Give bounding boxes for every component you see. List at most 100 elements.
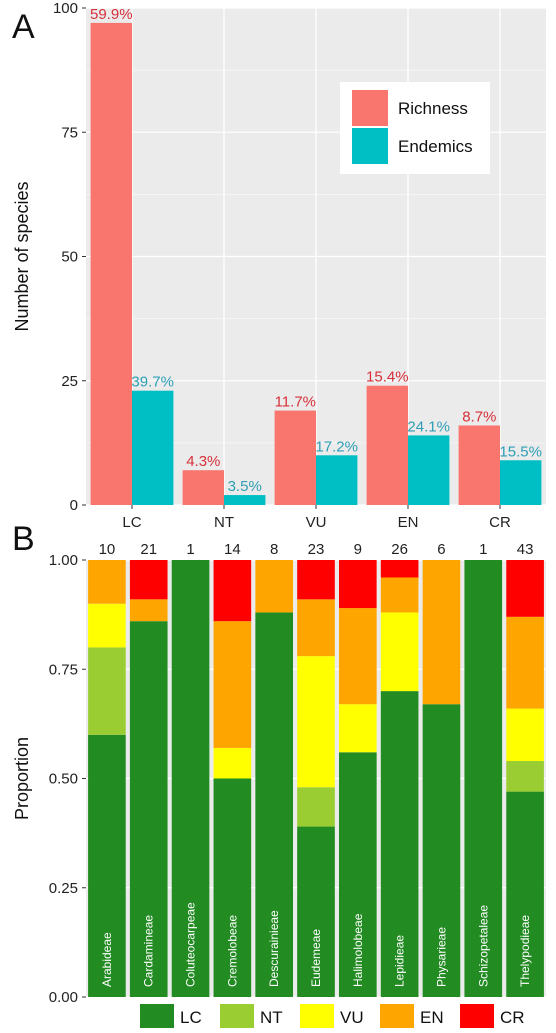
data-label-endemics-en: 24.1%	[407, 418, 450, 435]
tribe-label-cremolobeae: Cremolobeae	[225, 915, 239, 987]
bar-segment-nt-thelypodieae	[506, 761, 544, 792]
tribe-label-arabideae: Arabideae	[100, 932, 114, 987]
tribe-label-physarieae: Physarieae	[434, 927, 448, 987]
bar-segment-lc-physarieae	[422, 704, 461, 997]
y-tick-label-b: 0.50	[49, 771, 78, 788]
bar-richness-vu	[274, 410, 316, 505]
bar-segment-lc-cremolobeae	[213, 778, 252, 997]
panel-label-b: B	[12, 520, 35, 558]
count-label-lepidieae: 26	[391, 541, 408, 558]
bar-segment-nt-eudemeae	[297, 787, 335, 827]
count-label-thelypodieae: 43	[517, 541, 534, 558]
legend-label-nt: NT	[260, 1008, 283, 1027]
bar-segment-cr-lepidieae	[380, 560, 419, 578]
bar-endemics-cr	[500, 460, 542, 505]
bar-segment-lc-lepidieae	[380, 691, 419, 997]
bar-endemics-nt	[224, 495, 266, 505]
bar-segment-vu-arabideae	[88, 603, 126, 648]
tribe-label-halimolobeae: Halimolobeae	[351, 913, 365, 987]
bar-segment-en-cremolobeae	[213, 621, 252, 748]
bar-segment-vu-thelypodieae	[506, 708, 544, 762]
y-tick-label-b: 0.25	[49, 880, 78, 897]
legend-swatch-nt	[220, 1004, 254, 1028]
bar-richness-cr	[458, 425, 500, 505]
data-label-endemics-vu: 17.2%	[315, 438, 358, 455]
legend-label-richness: Richness	[398, 99, 468, 118]
bar-segment-cr-thelypodieae	[506, 560, 544, 617]
bar-segment-vu-lepidieae	[380, 612, 419, 692]
bar-segment-vu-eudemeae	[297, 656, 335, 788]
x-tick-label-a: LC	[122, 514, 141, 531]
bar-segment-en-halimolobeae	[339, 608, 377, 705]
y-tick-label-a: 25	[61, 373, 78, 390]
y-tick-label-b: 1.00	[49, 552, 78, 569]
bar-endemics-en	[408, 435, 450, 505]
x-tick-label-a: NT	[214, 514, 234, 531]
x-tick-label-a: CR	[489, 514, 511, 531]
y-tick-label-a: 100	[53, 0, 78, 17]
data-label-richness-nt: 4.3%	[186, 453, 220, 470]
y-tick-label-b: 0.75	[49, 661, 78, 678]
bar-endemics-lc	[132, 390, 174, 505]
legend-label-endemics: Endemics	[398, 137, 473, 156]
count-label-eudemeae: 23	[308, 541, 325, 558]
bar-segment-en-physarieae	[422, 560, 461, 705]
y-axis-title-a: Number of species	[12, 181, 32, 331]
count-label-cremolobeae: 14	[224, 541, 241, 558]
y-axis-title-b: Proportion	[12, 737, 32, 820]
count-label-descurainieae: 8	[270, 541, 278, 558]
bar-segment-cr-cardamineae	[129, 560, 168, 600]
bar-segment-vu-cremolobeae	[213, 747, 252, 779]
data-label-richness-lc: 59.9%	[90, 6, 133, 23]
y-tick-label-b: 0.00	[49, 989, 78, 1006]
data-label-richness-en: 15.4%	[366, 369, 409, 386]
tribe-label-descurainieae: Descurainieae	[267, 910, 281, 987]
x-tick-label-a: VU	[306, 514, 327, 531]
bar-richness-nt	[182, 470, 224, 505]
bar-segment-lc-halimolobeae	[339, 752, 377, 997]
bar-segment-en-arabideae	[88, 560, 126, 604]
bar-segment-en-cardamineae	[129, 599, 168, 622]
bar-segment-en-descurainieae	[255, 560, 293, 613]
bar-segment-lc-arabideae	[88, 734, 126, 997]
chart-panel-a: 0 25 50 75 100 59.9% 39.7% LC 4.3% 3.5% NT 11.7% 17.…	[12, 0, 546, 531]
bar-segment-en-eudemeae	[297, 599, 335, 657]
bar-richness-en	[366, 385, 408, 505]
tribe-label-cardamineae: Cardamineae	[142, 915, 156, 987]
legend-swatch-vu	[300, 1004, 334, 1028]
bar-segment-en-thelypodieae	[506, 616, 544, 709]
count-label-coluteocarpeae: 1	[186, 541, 194, 558]
legend-swatch-lc	[140, 1004, 174, 1028]
bar-segment-cr-eudemeae	[297, 560, 335, 600]
legend-swatch-en	[380, 1004, 414, 1028]
data-label-richness-cr: 8.7%	[462, 408, 496, 425]
panel-label-a: A	[12, 8, 35, 46]
count-label-cardamineae: 21	[140, 541, 157, 558]
bar-segment-cr-cremolobeae	[213, 560, 252, 622]
tribe-label-eudemeae: Eudemeae	[309, 929, 323, 987]
tribe-label-thelypodieae: Thelypodieae	[518, 915, 532, 987]
data-label-endemics-lc: 39.7%	[131, 374, 174, 391]
tribe-label-schizopetaleae: Schizopetaleae	[476, 905, 490, 987]
count-label-schizopetaleae: 1	[479, 541, 487, 558]
bar-segment-lc-descurainieae	[255, 612, 293, 997]
bar-segment-lc-thelypodieae	[506, 791, 544, 997]
bar-segment-vu-halimolobeae	[339, 704, 377, 753]
tribe-label-coluteocarpeae: Coluteocarpeae	[184, 902, 198, 987]
legend-label-en: EN	[420, 1008, 444, 1027]
count-label-halimolobeae: 9	[354, 541, 362, 558]
bar-endemics-vu	[316, 455, 358, 505]
data-label-endemics-nt: 3.5%	[228, 478, 262, 495]
legend-label-lc: LC	[180, 1008, 202, 1027]
x-tick-label-a: EN	[398, 514, 419, 531]
legend-swatch-richness	[352, 90, 388, 126]
bar-segment-cr-halimolobeae	[339, 560, 377, 609]
y-tick-label-a: 0	[70, 497, 78, 514]
bar-segment-lc-coluteocarpeae	[171, 560, 210, 997]
bar-segment-nt-arabideae	[88, 647, 126, 735]
legend-swatch-endemics	[352, 128, 388, 164]
count-label-physarieae: 6	[437, 541, 445, 558]
legend-label-cr: CR	[500, 1008, 525, 1027]
bar-segment-lc-eudemeae	[297, 826, 335, 997]
